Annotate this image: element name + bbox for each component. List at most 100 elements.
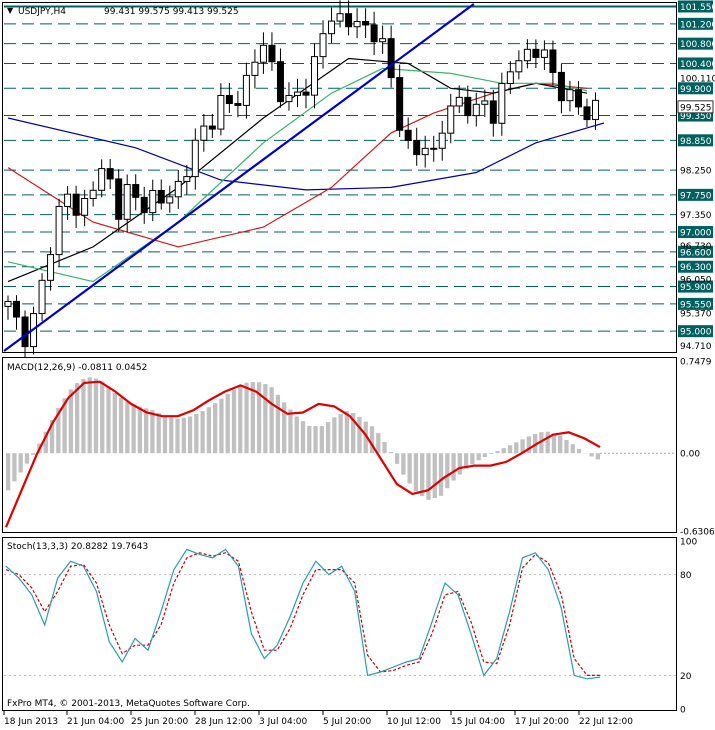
macd-bar bbox=[219, 398, 224, 454]
candle-body bbox=[13, 300, 21, 318]
price-tag bbox=[678, 0, 713, 13]
candle-body bbox=[217, 95, 225, 130]
price-tag-label: 100.400 bbox=[680, 60, 715, 70]
macd-bar bbox=[388, 452, 393, 454]
price-tick-label: 97.350 bbox=[680, 211, 712, 221]
candle-body bbox=[404, 129, 412, 141]
macd-bar bbox=[401, 453, 406, 475]
candle-body bbox=[455, 96, 463, 107]
macd-bar bbox=[275, 394, 281, 454]
candle-body bbox=[506, 71, 514, 85]
macd-bar bbox=[570, 444, 575, 454]
candle-body bbox=[140, 196, 148, 214]
macd-bar bbox=[595, 453, 600, 460]
macd-bar bbox=[181, 417, 186, 454]
price-tick-label: 98.250 bbox=[680, 167, 712, 177]
candle-body bbox=[191, 139, 199, 178]
candle-body bbox=[81, 197, 89, 216]
symbol-label: USDJPY,H4 bbox=[18, 7, 66, 17]
candle-body bbox=[370, 24, 378, 43]
support-trendline bbox=[3, 3, 475, 352]
stoch-tick-label: 100 bbox=[680, 538, 697, 548]
macd-bar bbox=[118, 397, 124, 454]
price-tag bbox=[678, 82, 713, 95]
candle-body bbox=[583, 106, 591, 121]
macd-bar bbox=[457, 453, 462, 475]
candle-body bbox=[47, 254, 55, 281]
macd-bar bbox=[489, 453, 494, 455]
price-tick-label: 100.110 bbox=[680, 74, 715, 84]
candle-body bbox=[515, 60, 523, 73]
ohlc-readout: 99.431 99.575 99.413 99.525 bbox=[104, 7, 239, 17]
macd-bar bbox=[476, 453, 481, 461]
candle-body bbox=[123, 184, 131, 220]
macd-bar bbox=[514, 442, 519, 454]
macd-bar bbox=[87, 377, 92, 454]
macd-bar bbox=[49, 419, 55, 454]
price-tag bbox=[678, 57, 713, 70]
candle-body bbox=[396, 77, 404, 131]
candle-body bbox=[21, 316, 29, 348]
price-tag-label: 99.350 bbox=[680, 112, 712, 122]
time-label: 3 Jul 04:00 bbox=[259, 717, 308, 727]
candle-body bbox=[387, 38, 395, 79]
candle-body bbox=[489, 100, 497, 124]
current-price-box bbox=[677, 100, 714, 114]
time-axis: 18 Jun 2013 21 Jun 04:00 25 Jun 20:00 28 Ju… bbox=[3, 711, 633, 727]
price-tag bbox=[678, 245, 713, 258]
price-tag bbox=[678, 260, 713, 273]
price-panel[interactable] bbox=[2, 2, 677, 353]
candle-body bbox=[259, 44, 267, 63]
macd-bar bbox=[169, 417, 174, 454]
candle-body bbox=[115, 178, 123, 220]
macd-bar bbox=[244, 382, 249, 454]
candle-body bbox=[89, 189, 97, 199]
macd-bar bbox=[256, 382, 262, 454]
macd-bar bbox=[12, 453, 17, 482]
price-tag bbox=[678, 280, 713, 293]
macd-bar bbox=[62, 398, 67, 454]
macd-bar bbox=[520, 439, 525, 454]
candle-body bbox=[132, 184, 140, 198]
macd-bar bbox=[68, 389, 74, 454]
macd-bar bbox=[162, 416, 168, 454]
candle-body bbox=[319, 33, 327, 58]
candle-body bbox=[106, 168, 114, 180]
stoch-panel[interactable] bbox=[2, 537, 677, 711]
candle-body bbox=[285, 94, 293, 103]
macd-bar bbox=[106, 387, 111, 454]
macd-bar bbox=[150, 410, 155, 454]
candle-body bbox=[532, 48, 540, 58]
time-label: 15 Jul 04:00 bbox=[451, 717, 505, 727]
candle-body bbox=[557, 71, 565, 102]
candle-body bbox=[200, 125, 208, 141]
price-tag-label: 96.300 bbox=[680, 263, 712, 273]
macd-bar bbox=[432, 453, 437, 499]
candle-body bbox=[225, 95, 233, 105]
macd-bar bbox=[213, 403, 218, 454]
price-tag bbox=[678, 37, 713, 50]
macd-bar bbox=[438, 453, 444, 496]
macd-bar bbox=[187, 416, 193, 454]
candle-body bbox=[574, 89, 582, 108]
time-label: 28 Jun 12:00 bbox=[195, 717, 252, 727]
price-tick-label: 96.050 bbox=[680, 276, 712, 286]
collapse-arrow-icon[interactable]: ▼ bbox=[7, 6, 14, 15]
stoch-tick-label: 0 bbox=[680, 706, 686, 716]
macd-bar bbox=[551, 433, 557, 454]
candle-body bbox=[208, 125, 216, 130]
price-tag-label: 101.550 bbox=[680, 3, 715, 13]
macd-bar bbox=[501, 448, 506, 454]
price-tick-label: 94.710 bbox=[680, 342, 712, 352]
macd-bar bbox=[231, 389, 237, 454]
macd-bar bbox=[526, 436, 531, 454]
candle-body bbox=[276, 61, 284, 103]
candle-body bbox=[549, 49, 557, 73]
price-tag bbox=[678, 297, 713, 310]
macd-bar bbox=[369, 426, 375, 454]
price-tag-label: 100.800 bbox=[680, 40, 715, 50]
time-label: 5 Jul 20:00 bbox=[323, 717, 372, 727]
candle-body bbox=[523, 48, 531, 62]
macd-bar bbox=[263, 384, 268, 454]
macd-bar bbox=[269, 387, 274, 454]
